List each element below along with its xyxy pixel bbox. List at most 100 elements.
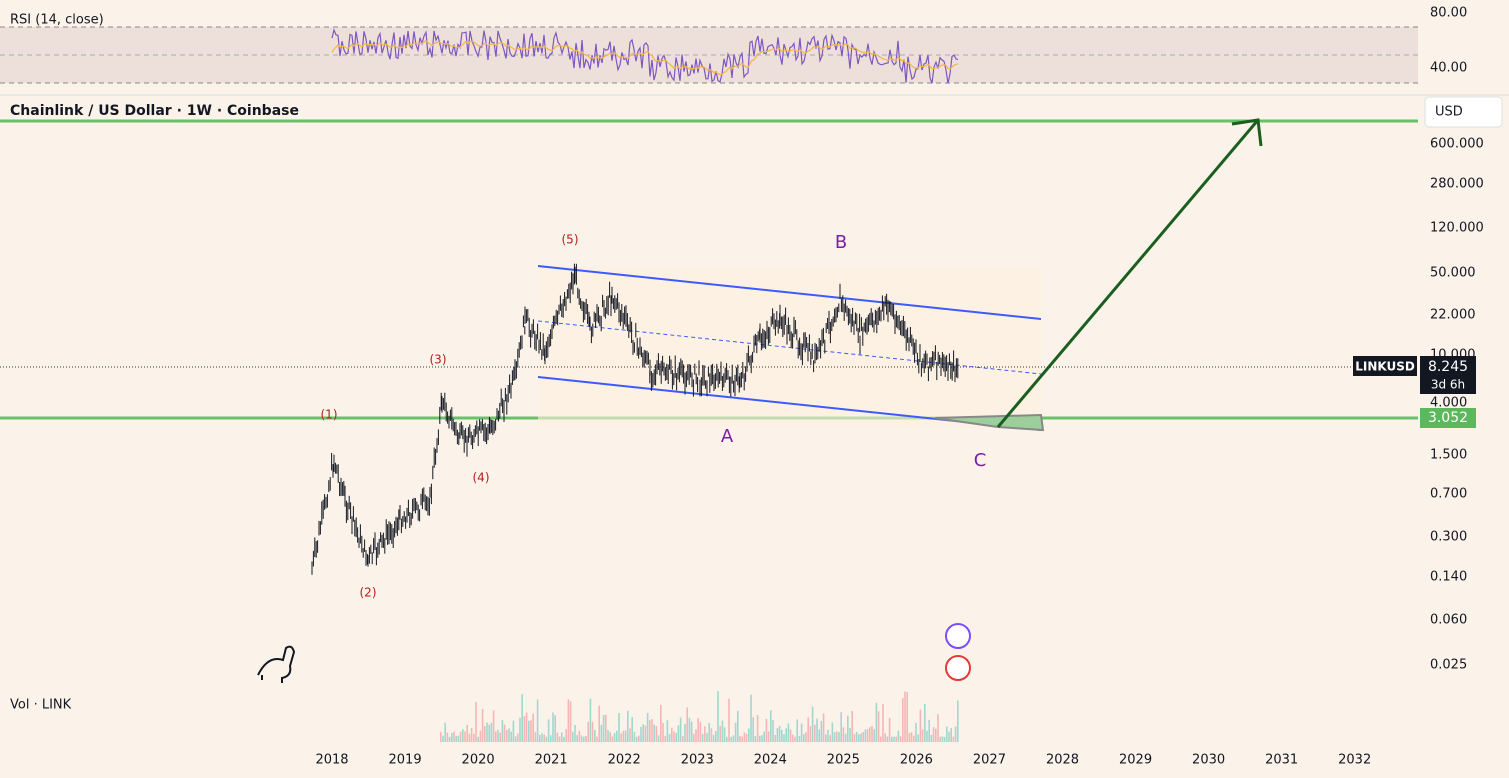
volume-bar bbox=[466, 724, 468, 742]
rsi-tick: 40.00 bbox=[1430, 61, 1467, 76]
price-tick-label: 22.000 bbox=[1430, 308, 1476, 323]
volume-bar bbox=[558, 736, 561, 742]
volume-bar bbox=[774, 735, 776, 742]
volume-bar bbox=[783, 734, 785, 742]
flag-icon[interactable] bbox=[945, 655, 971, 681]
channel-top bbox=[537, 265, 1042, 320]
volume-bar bbox=[728, 698, 730, 742]
volume-bar bbox=[677, 725, 680, 742]
price-tick-label: 0.700 bbox=[1430, 487, 1467, 502]
volume-bar bbox=[814, 724, 816, 742]
volume-bar bbox=[776, 728, 779, 742]
volume-bar bbox=[946, 726, 948, 742]
volume-bar bbox=[770, 710, 772, 742]
volume-bar bbox=[479, 730, 482, 742]
volume-bar bbox=[924, 703, 926, 742]
price-tick-label: 0.060 bbox=[1430, 613, 1467, 628]
volume-bar bbox=[928, 719, 930, 742]
time-tick-label: 2019 bbox=[389, 753, 422, 768]
volume-bar bbox=[710, 728, 713, 742]
volume-bar bbox=[600, 724, 603, 742]
volume-bar bbox=[607, 729, 609, 742]
volume-bar bbox=[618, 713, 620, 742]
volume-bar bbox=[954, 726, 957, 742]
volume-bar bbox=[508, 728, 510, 742]
volume-bar bbox=[941, 736, 944, 742]
volume-bar bbox=[880, 736, 882, 742]
volume-bar bbox=[789, 729, 792, 742]
volume-bar bbox=[624, 730, 627, 742]
price-tick-label: 600.000 bbox=[1430, 137, 1484, 152]
volume-bar bbox=[602, 714, 605, 742]
chart-title: Chainlink / US Dollar · 1W · Coinbase bbox=[10, 103, 299, 119]
price-tick-label: 0.025 bbox=[1430, 658, 1467, 673]
volume-bar bbox=[521, 694, 523, 742]
volume-bar bbox=[574, 724, 576, 742]
volume-bar bbox=[514, 736, 517, 742]
volume-bar bbox=[787, 723, 790, 742]
volume-bar bbox=[448, 736, 451, 742]
volume-bar bbox=[497, 729, 499, 742]
volume-bar bbox=[884, 733, 886, 742]
volume-bar bbox=[866, 729, 869, 742]
volume-bar bbox=[523, 716, 526, 742]
volume-bar bbox=[831, 722, 834, 742]
volume-bar bbox=[743, 732, 746, 742]
volume-bar bbox=[752, 717, 754, 742]
volume-bar bbox=[763, 731, 765, 742]
volume-bar bbox=[719, 725, 721, 742]
volume-bar bbox=[695, 729, 697, 742]
time-axis: 2018 2019 2020 2021 2022 2023 2024 2025 2026 2027… bbox=[315, 753, 1371, 768]
price-tick-label: 0.140 bbox=[1430, 570, 1467, 585]
channel-mid bbox=[537, 320, 1042, 375]
volume-bar bbox=[820, 721, 823, 742]
volume-bar bbox=[616, 730, 618, 742]
volume-bar bbox=[578, 730, 581, 742]
volume-bar bbox=[767, 731, 770, 742]
volume-bar bbox=[536, 699, 539, 742]
volume-bar bbox=[679, 717, 682, 742]
logo bbox=[257, 645, 296, 683]
volume-bar bbox=[589, 698, 592, 742]
volume-bar bbox=[649, 720, 651, 742]
volume-bar bbox=[567, 699, 570, 742]
time-tick-label: 2026 bbox=[900, 753, 933, 768]
rsi-ma bbox=[331, 39, 959, 76]
volume-bar bbox=[701, 733, 704, 742]
volume-bar bbox=[697, 718, 699, 742]
volume-bar bbox=[699, 722, 702, 742]
price-tick-label: 120.000 bbox=[1430, 221, 1484, 236]
volume-bar bbox=[550, 735, 552, 742]
volume-bar bbox=[917, 734, 919, 742]
volume-bar bbox=[534, 732, 537, 742]
volume-bar bbox=[686, 707, 688, 742]
volume-bar bbox=[882, 704, 884, 742]
event-icon[interactable] bbox=[945, 623, 971, 649]
currency[interactable]: USD bbox=[1435, 105, 1463, 120]
volume-bar bbox=[446, 732, 449, 742]
volume-bar bbox=[706, 733, 708, 742]
volume-bar bbox=[565, 729, 567, 742]
volume-bar bbox=[840, 712, 842, 742]
volume-bar bbox=[495, 731, 497, 742]
volume-bar bbox=[858, 734, 860, 742]
price-tag-text: 8.245 bbox=[1428, 359, 1468, 375]
currency-button[interactable] bbox=[1424, 96, 1503, 128]
volume-bar bbox=[871, 726, 873, 742]
volume-bar bbox=[803, 734, 805, 742]
volume-bar bbox=[638, 735, 640, 742]
time-tick-label: 2031 bbox=[1265, 753, 1298, 768]
symbol-tag bbox=[1353, 356, 1417, 376]
volume-bar bbox=[836, 731, 838, 742]
wave-label: C bbox=[974, 450, 987, 471]
volume-bar bbox=[591, 721, 594, 742]
volume-bar bbox=[772, 720, 774, 742]
volume-bar bbox=[932, 727, 935, 742]
wave-label: A bbox=[721, 426, 734, 447]
volume-bar bbox=[708, 723, 710, 742]
volume-bar bbox=[572, 731, 574, 742]
volume-bar bbox=[825, 734, 827, 742]
price-tick-label: 1.500 bbox=[1430, 448, 1467, 463]
volume-bar bbox=[811, 706, 814, 742]
volume-bar bbox=[745, 733, 748, 742]
